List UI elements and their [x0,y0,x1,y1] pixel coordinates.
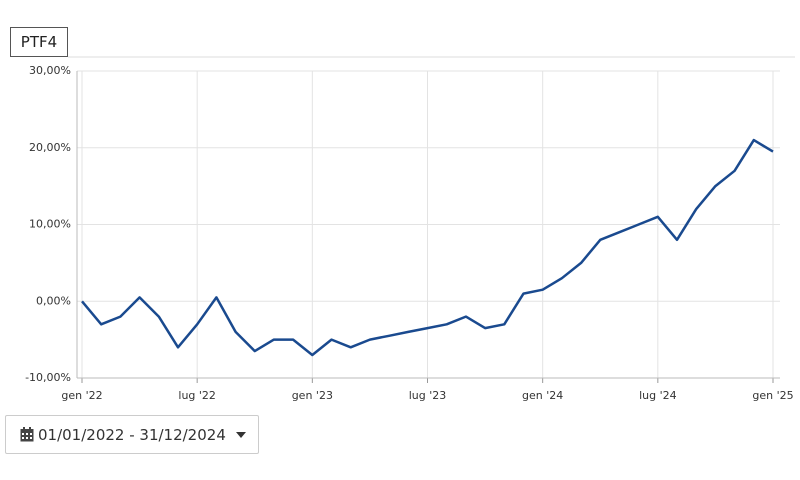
x-tick-label: gen '24 [522,389,563,402]
x-tick-label: lug '22 [178,389,216,402]
x-tick-label: gen '22 [61,389,102,402]
x-tick-label: gen '25 [752,389,793,402]
date-range-text: 01/01/2022 - 31/12/2024 [38,425,226,444]
y-tick-label: 30,00% [29,64,71,77]
y-tick-label: 20,00% [29,141,71,154]
calendar-icon [20,427,34,442]
portfolio-tab[interactable]: PTF4 [10,27,68,57]
y-tick-label: 0,00% [36,294,71,307]
x-tick-label: lug '23 [409,389,447,402]
y-tick-label: 10,00% [29,218,71,231]
x-tick-label: gen '23 [292,389,333,402]
chart: -10,00% 0,00% 10,00% 20,00% 30,00% gen '22 lug… [25,56,795,402]
y-tick-label: -10,00% [25,371,71,384]
caret-icon [235,431,246,438]
x-tick-label: lug '24 [639,389,677,402]
line-series [81,138,774,357]
date-range-button[interactable]: 01/01/2022 - 31/12/2024 [5,415,259,454]
